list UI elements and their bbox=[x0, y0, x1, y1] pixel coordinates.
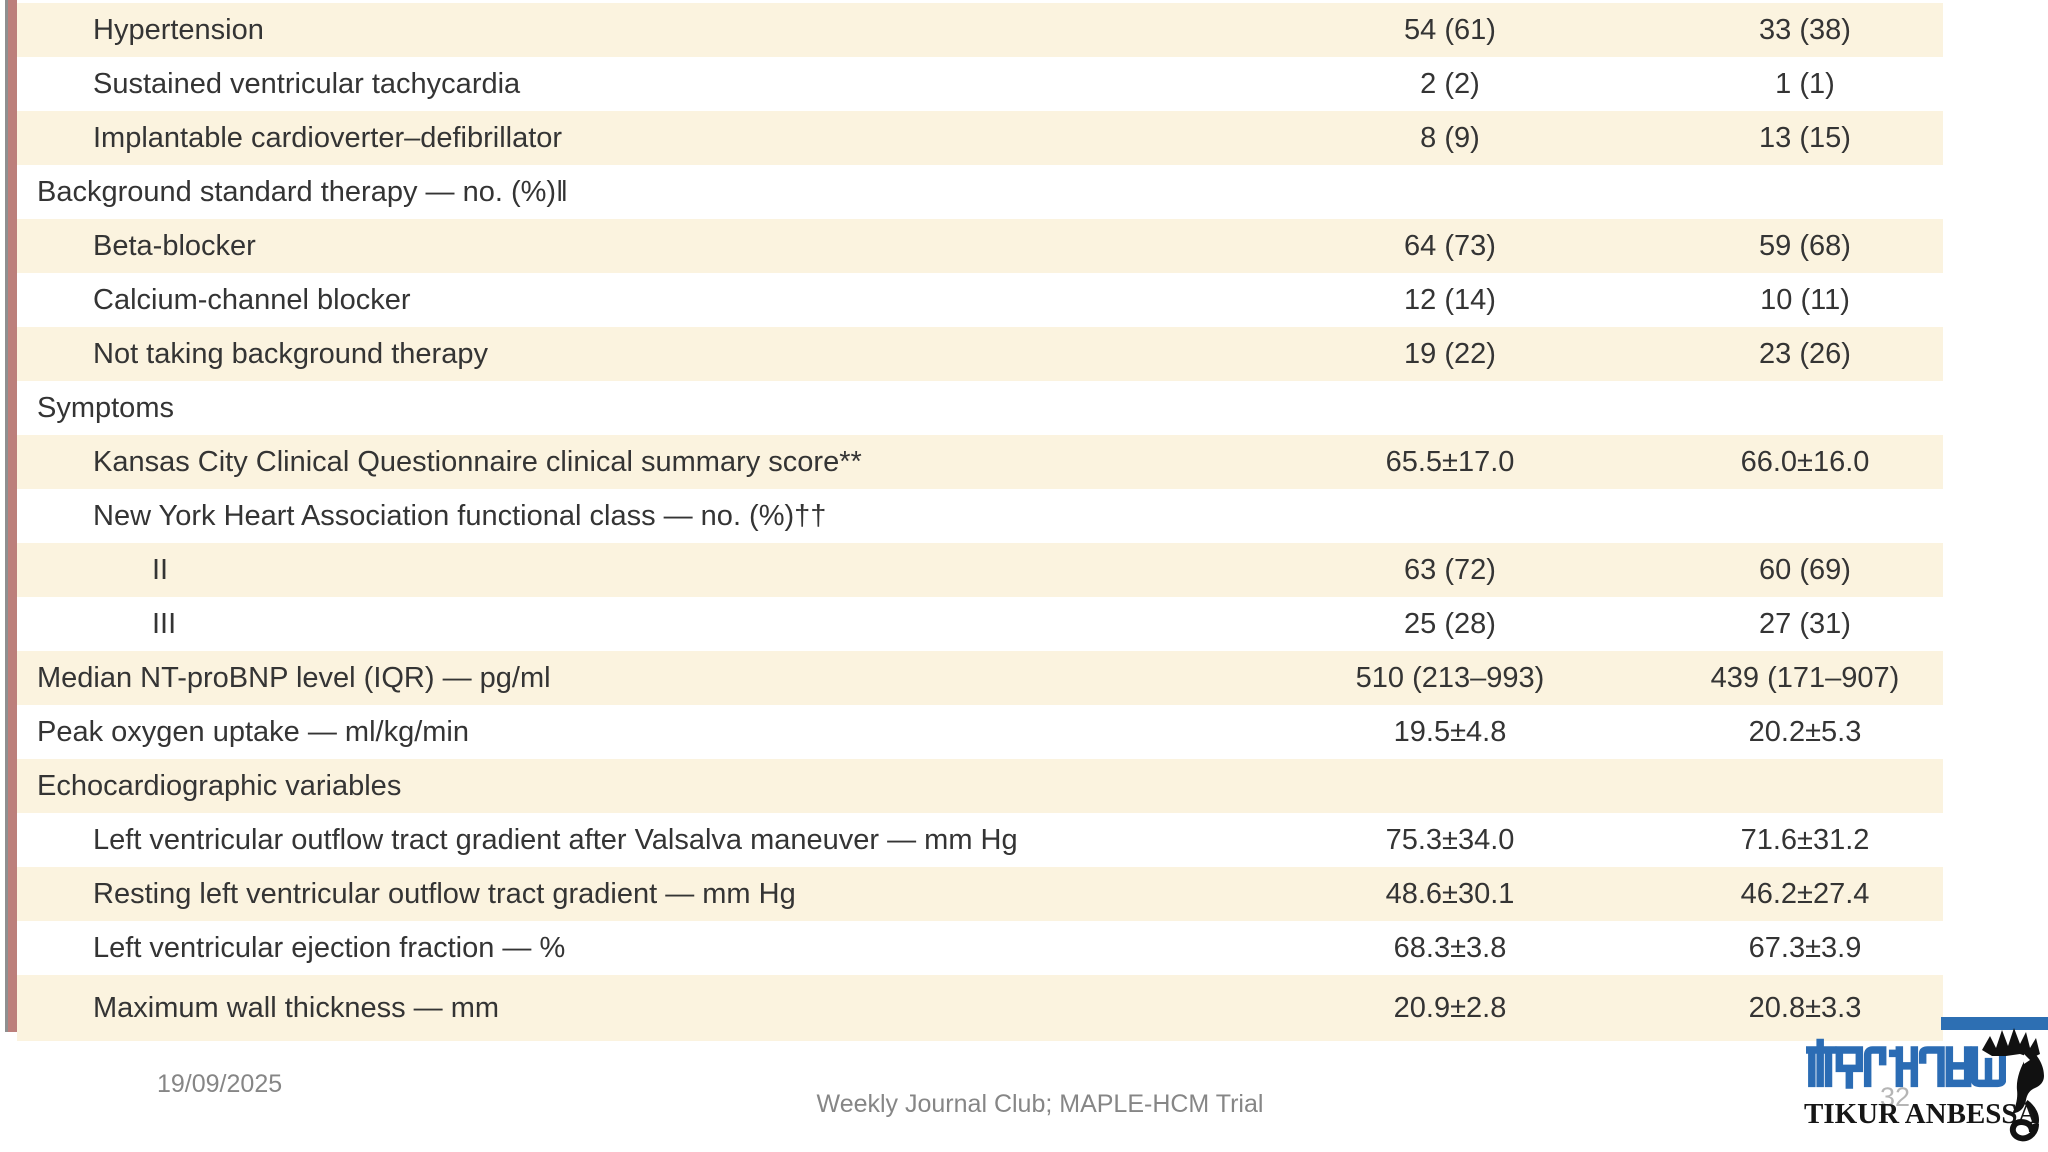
row-value-col1: 25 (28) bbox=[1404, 607, 1496, 640]
page-number: 32 bbox=[1880, 1082, 1911, 1112]
lion-head-icon bbox=[1982, 1028, 2044, 1142]
row-label: Hypertension bbox=[93, 13, 264, 46]
row-value-col1 bbox=[1240, 489, 1660, 543]
table-row: II 63 (72) 60 (69) bbox=[17, 543, 1943, 597]
row-value-col2 bbox=[1660, 489, 1950, 543]
table-row: Resting left ventricular outflow tract g… bbox=[17, 867, 1943, 921]
row-value-col1: 2 (2) bbox=[1420, 67, 1480, 100]
row-value-col2: 59 (68) bbox=[1759, 229, 1851, 262]
table-row: Not taking background therapy 19 (22) 23 (… bbox=[17, 327, 1943, 381]
table-row: Median NT-proBNP level (IQR) — pg/ml 510 … bbox=[17, 651, 1943, 705]
row-label: Left ventricular ejection fraction — % bbox=[93, 931, 566, 964]
row-value-col2: 33 (38) bbox=[1759, 13, 1851, 46]
row-value-col2: 27 (31) bbox=[1759, 607, 1851, 640]
row-value-col2: 10 (11) bbox=[1760, 283, 1850, 316]
row-label: Kansas City Clinical Questionnaire clini… bbox=[93, 445, 862, 478]
row-value-col1 bbox=[1240, 759, 1660, 813]
row-value-col1: 48.6±30.1 bbox=[1385, 877, 1515, 910]
table-row: New York Heart Association functional cl… bbox=[17, 489, 1943, 543]
row-value-col1: 510 (213–993) bbox=[1355, 661, 1545, 694]
row-label: Calcium-channel blocker bbox=[93, 283, 411, 316]
row-value-col2: 439 (171–907) bbox=[1710, 661, 1900, 694]
row-label: III bbox=[152, 607, 177, 640]
row-label: New York Heart Association functional cl… bbox=[93, 499, 827, 532]
row-value-col1: 64 (73) bbox=[1404, 229, 1496, 262]
row-value-col2 bbox=[1660, 381, 1950, 435]
row-value-col2: 67.3±3.9 bbox=[1748, 931, 1862, 964]
table-row: Peak oxygen uptake — ml/kg/min 19.5±4.8 20… bbox=[17, 705, 1943, 759]
table-row: Background standard therapy — no. (%)‖ bbox=[17, 165, 1943, 219]
table-row: Beta-blocker 64 (73) 59 (68) bbox=[17, 219, 1943, 273]
row-value-col1: 19.5±4.8 bbox=[1393, 715, 1507, 748]
row-label: Implantable cardioverter–defibrillator bbox=[93, 121, 563, 154]
row-label: Beta-blocker bbox=[93, 229, 256, 262]
row-label: Median NT-proBNP level (IQR) — pg/ml bbox=[37, 661, 551, 694]
row-label: II bbox=[152, 553, 169, 586]
row-value-col2: 71.6±31.2 bbox=[1740, 823, 1870, 856]
table-row: Left ventricular ejection fraction — % 68… bbox=[17, 921, 1943, 975]
table-row: Symptoms bbox=[17, 381, 1943, 435]
row-value-col1 bbox=[1240, 381, 1660, 435]
row-value-col2: 1 (1) bbox=[1775, 67, 1835, 100]
row-value-col1: 68.3±3.8 bbox=[1393, 931, 1507, 964]
table-row: III 25 (28) 27 (31) bbox=[17, 597, 1943, 651]
footer-date: 19/09/2025 bbox=[157, 1070, 283, 1098]
table-row: Calcium-channel blocker 12 (14) 10 (11) bbox=[17, 273, 1943, 327]
logo-latin-text: TIKUR ANBESSA bbox=[1804, 1098, 2039, 1130]
row-label: Maximum wall thickness — mm bbox=[93, 991, 500, 1024]
row-value-col1: 54 (61) bbox=[1404, 13, 1496, 46]
table-left-stripe bbox=[8, 0, 17, 1032]
row-label: Peak oxygen uptake — ml/kg/min bbox=[37, 715, 469, 748]
row-value-col2: 60 (69) bbox=[1759, 553, 1851, 586]
row-value-col2: 13 (15) bbox=[1759, 121, 1851, 154]
row-label: Resting left ventricular outflow tract g… bbox=[93, 877, 796, 910]
table-row: Echocardiographic variables bbox=[17, 759, 1943, 813]
row-label: Sustained ventricular tachycardia bbox=[93, 67, 521, 100]
row-value-col1: 75.3±34.0 bbox=[1385, 823, 1515, 856]
row-value-col1: 8 (9) bbox=[1420, 121, 1480, 154]
row-value-col1: 65.5±17.0 bbox=[1385, 445, 1515, 478]
table-row: Left ventricular outflow tract gradient … bbox=[17, 813, 1943, 867]
table-row: Sustained ventricular tachycardia 2 (2) 1 … bbox=[17, 57, 1943, 111]
row-value-col1: 12 (14) bbox=[1404, 283, 1496, 316]
amharic-logo-text bbox=[1806, 1038, 2006, 1089]
row-value-col2: 66.0±16.0 bbox=[1740, 445, 1870, 478]
footer-title: Weekly Journal Club; MAPLE-HCM Trial bbox=[816, 1090, 1264, 1118]
row-value-col2 bbox=[1660, 759, 1950, 813]
row-value-col2: 46.2±27.4 bbox=[1740, 877, 1870, 910]
row-value-col1: 20.9±2.8 bbox=[1393, 991, 1507, 1024]
table-row: Implantable cardioverter–defibrillator 8 … bbox=[17, 111, 1943, 165]
table-rows: Hypertension 54 (61) 33 (38) Sustained vent… bbox=[17, 3, 1943, 1041]
row-label: Symptoms bbox=[37, 391, 174, 424]
table-row: Kansas City Clinical Questionnaire clini… bbox=[17, 435, 1943, 489]
row-label: Background standard therapy — no. (%)‖ bbox=[37, 175, 569, 208]
table-row: Hypertension 54 (61) 33 (38) bbox=[17, 3, 1943, 57]
row-value-col2: 20.8±3.3 bbox=[1748, 991, 1862, 1024]
row-label: Echocardiographic variables bbox=[37, 769, 402, 802]
row-value-col1: 63 (72) bbox=[1404, 553, 1496, 586]
row-value-col1: 19 (22) bbox=[1404, 337, 1496, 370]
table-outer-edge-line bbox=[5, 0, 8, 1032]
row-value-col2: 23 (26) bbox=[1759, 337, 1851, 370]
tikur-anbessa-logo: TIKUR ANBESSA bbox=[1798, 1024, 2048, 1150]
row-label: Not taking background therapy bbox=[93, 337, 488, 370]
table-row: Maximum wall thickness — mm 20.9±2.8 20.8±… bbox=[17, 975, 1943, 1041]
accent-bar bbox=[1941, 1017, 2048, 1030]
row-value-col2: 20.2±5.3 bbox=[1748, 715, 1862, 748]
row-value-col2 bbox=[1660, 165, 1950, 219]
row-label: Left ventricular outflow tract gradient … bbox=[93, 823, 1018, 856]
row-value-col1 bbox=[1240, 165, 1660, 219]
